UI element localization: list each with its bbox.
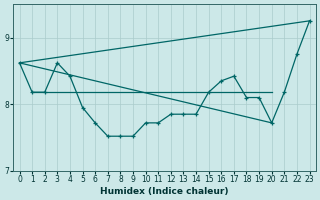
X-axis label: Humidex (Indice chaleur): Humidex (Indice chaleur) — [100, 187, 229, 196]
